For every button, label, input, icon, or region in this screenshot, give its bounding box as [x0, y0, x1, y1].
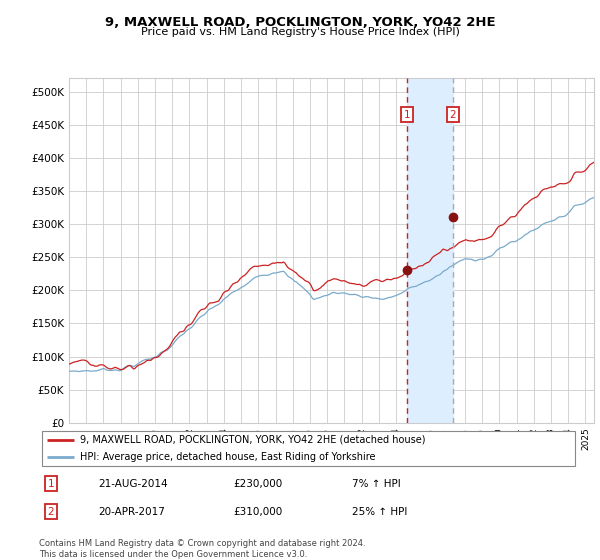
Text: 21-AUG-2014: 21-AUG-2014: [98, 479, 168, 489]
Text: 20-APR-2017: 20-APR-2017: [98, 507, 165, 517]
Text: This data is licensed under the Open Government Licence v3.0.: This data is licensed under the Open Gov…: [39, 550, 307, 559]
Text: 1: 1: [47, 479, 54, 489]
Text: 9, MAXWELL ROAD, POCKLINGTON, YORK, YO42 2HE: 9, MAXWELL ROAD, POCKLINGTON, YORK, YO42…: [104, 16, 496, 29]
Text: Price paid vs. HM Land Registry's House Price Index (HPI): Price paid vs. HM Land Registry's House …: [140, 27, 460, 37]
Bar: [407, 78, 453, 423]
Text: 9, MAXWELL ROAD, POCKLINGTON, YORK, YO42 2HE (detached house): 9, MAXWELL ROAD, POCKLINGTON, YORK, YO42…: [79, 435, 425, 445]
Text: 2: 2: [449, 110, 456, 120]
Text: 7% ↑ HPI: 7% ↑ HPI: [352, 479, 401, 489]
Text: £230,000: £230,000: [233, 479, 283, 489]
FancyBboxPatch shape: [42, 431, 575, 466]
Text: 25% ↑ HPI: 25% ↑ HPI: [352, 507, 407, 517]
Text: HPI: Average price, detached house, East Riding of Yorkshire: HPI: Average price, detached house, East…: [79, 452, 375, 463]
Text: Contains HM Land Registry data © Crown copyright and database right 2024.: Contains HM Land Registry data © Crown c…: [39, 539, 365, 548]
Text: £310,000: £310,000: [233, 507, 283, 517]
Text: 2: 2: [47, 507, 54, 517]
Text: 1: 1: [404, 110, 410, 120]
